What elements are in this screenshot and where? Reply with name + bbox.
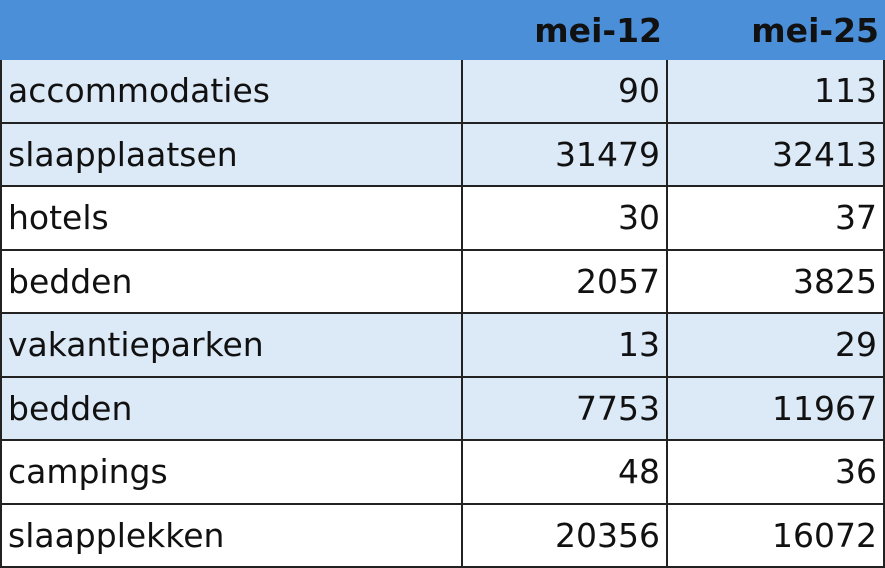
value-cell: 13	[463, 314, 668, 378]
value-cell: 31479	[463, 123, 668, 187]
row-label: hotels	[0, 187, 463, 251]
value-cell: 29	[668, 314, 885, 378]
value-cell: 11967	[668, 377, 885, 441]
row-label: accommodaties	[0, 60, 463, 124]
value-cell: 30	[463, 187, 668, 251]
row-label: bedden	[0, 377, 463, 441]
value-cell: 90	[463, 60, 668, 124]
value-cell: 7753	[463, 377, 668, 441]
row-label: bedden	[0, 250, 463, 314]
value-cell: 36	[668, 441, 885, 505]
value-cell: 2057	[463, 250, 668, 314]
row-label: slaapplekken	[0, 504, 463, 568]
header-corner	[0, 0, 463, 60]
row-label: slaapplaatsen	[0, 123, 463, 187]
value-cell: 20356	[463, 504, 668, 568]
row-label: vakantieparken	[0, 314, 463, 378]
header-cell: mei-25	[668, 0, 885, 60]
value-cell: 3825	[668, 250, 885, 314]
value-cell: 16072	[668, 504, 885, 568]
header-cell: mei-12	[463, 0, 668, 60]
value-cell: 113	[668, 60, 885, 124]
row-label: campings	[0, 441, 463, 505]
value-cell: 48	[463, 441, 668, 505]
value-cell: 32413	[668, 123, 885, 187]
value-cell: 37	[668, 187, 885, 251]
